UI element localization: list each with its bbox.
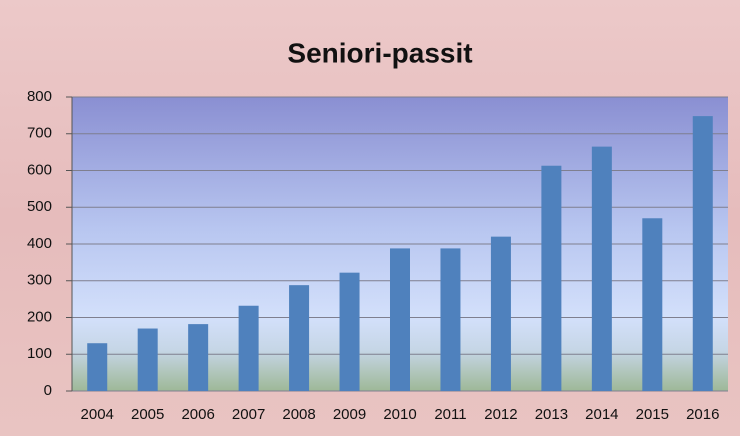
x-tick-label: 2009 [333,406,366,423]
y-tick-label: 600 [27,161,52,178]
bar [642,218,663,391]
x-tick-label: 2005 [131,406,164,423]
y-tick-label: 400 [27,235,52,252]
x-tick-label: 2015 [636,406,669,423]
x-tick-label: 2007 [232,406,265,423]
bar [490,236,511,391]
x-tick-label: 2006 [181,406,214,423]
x-tick-label: 2016 [686,406,719,423]
chart-title: Seniori-passit [287,37,472,68]
x-tick-label: 2013 [535,406,568,423]
x-tick-label: 2004 [81,406,114,423]
bar [541,165,562,391]
bar [692,116,713,392]
y-tick-label: 800 [27,88,52,105]
y-tick-label: 500 [27,198,52,215]
x-tick-label: 2011 [434,406,466,423]
bar [440,248,461,391]
y-tick-label: 700 [27,125,52,142]
bar [188,324,209,391]
y-tick-label: 100 [27,345,52,362]
bar [390,248,410,391]
bar [87,343,108,391]
x-tick-label: 2010 [383,406,416,423]
y-tick-label: 0 [44,382,52,399]
y-tick-label: 200 [27,308,52,325]
bar [289,285,310,391]
x-tick-label: 2008 [282,406,315,423]
bar [339,272,360,391]
x-tick-label: 2012 [484,406,517,423]
bar [238,305,259,391]
bar [591,146,612,391]
bar [137,328,158,391]
x-tick-label: 2014 [585,406,618,423]
y-tick-label: 300 [27,272,52,289]
